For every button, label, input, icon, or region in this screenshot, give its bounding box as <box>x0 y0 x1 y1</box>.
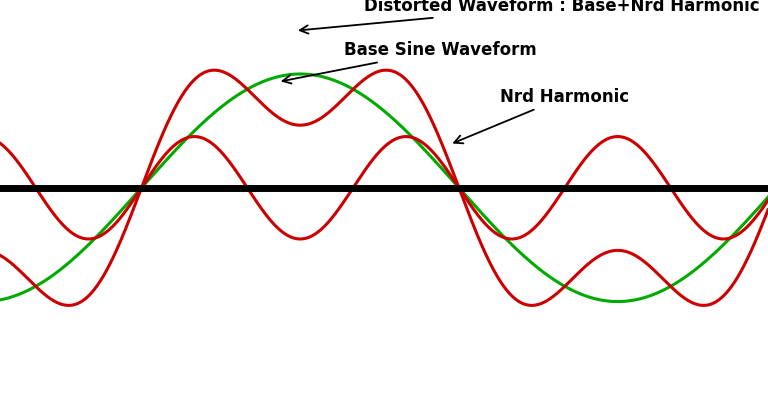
Text: Nrd Harmonic: Nrd Harmonic <box>454 88 629 143</box>
Text: Base Sine Waveform: Base Sine Waveform <box>283 41 536 84</box>
Text: Distorted Waveform : Base+Nrd Harmonic: Distorted Waveform : Base+Nrd Harmonic <box>300 0 760 34</box>
